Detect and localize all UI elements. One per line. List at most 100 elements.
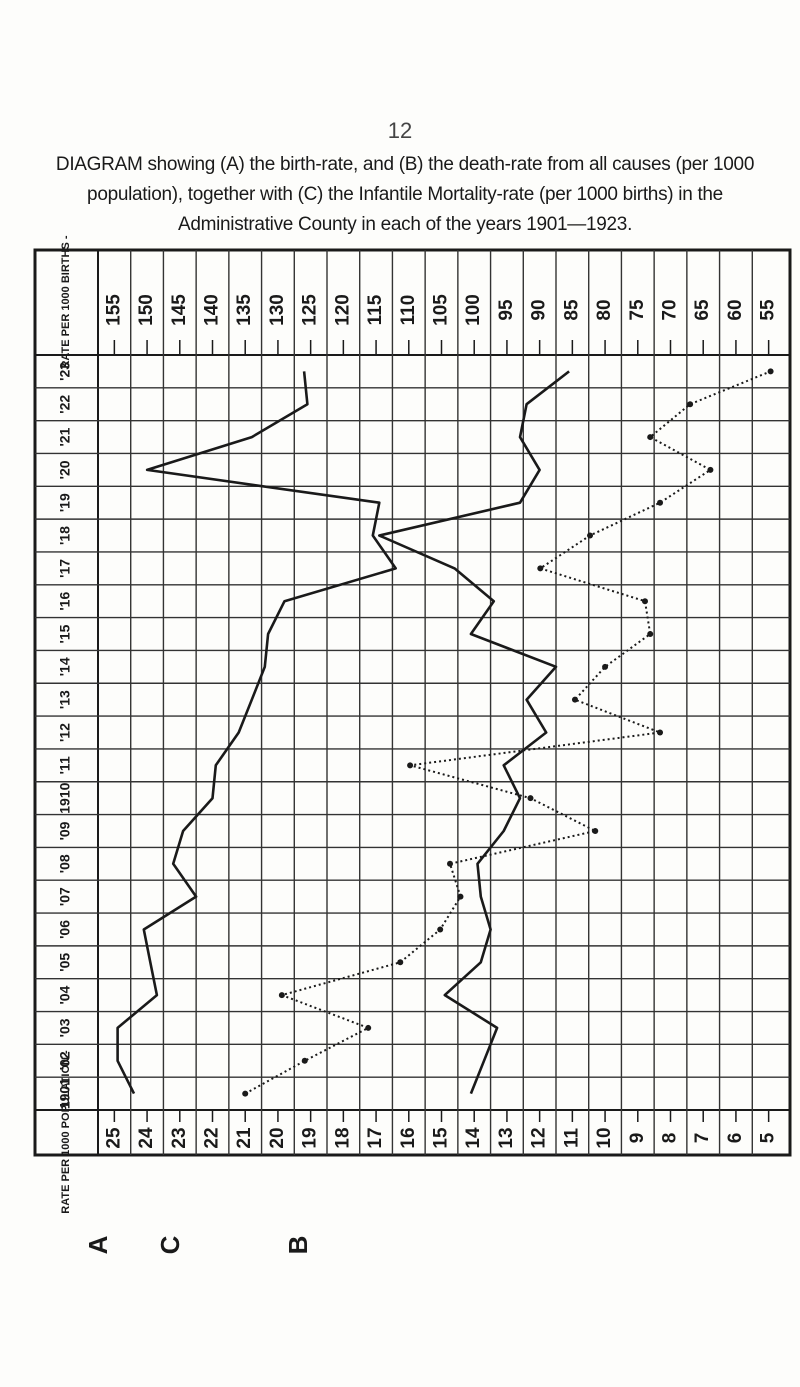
year-label: '23: [57, 362, 73, 381]
legend-entry: B: [283, 1236, 313, 1255]
year-label: 1901: [57, 1078, 73, 1109]
series-point: [537, 565, 544, 572]
legend-entry: A: [83, 1235, 113, 1254]
top-tick-label: 65: [692, 299, 713, 321]
bottom-tick-label: 5: [758, 1132, 779, 1143]
top-tick-label: 110: [398, 295, 419, 326]
bottom-tick-label: 24: [136, 1127, 157, 1149]
bottom-tick-label: 16: [398, 1127, 419, 1148]
top-tick-label: 140: [202, 294, 223, 326]
year-label: '20: [57, 460, 73, 479]
series-point: [242, 1090, 249, 1097]
bottom-tick-label: 25: [103, 1127, 124, 1149]
bottom-tick-label: 18: [332, 1127, 353, 1148]
series-line: [116, 371, 398, 1095]
series-point: [707, 466, 714, 473]
series-point: [447, 860, 454, 867]
legend-entry: C: [155, 1235, 185, 1254]
series-point: [437, 926, 444, 933]
year-label: '11: [57, 756, 73, 774]
top-tick-label: 145: [169, 294, 190, 326]
bottom-tick-label: 15: [431, 1127, 452, 1149]
chart-title: DIAGRAM showing (A) the birth-rate, and …: [55, 154, 755, 235]
series-line: [244, 370, 771, 1095]
series-point: [647, 434, 654, 441]
year-label: '09: [57, 821, 73, 840]
top-tick-label: 60: [725, 299, 746, 320]
bottom-tick-label: 23: [169, 1127, 190, 1148]
year-label: '04: [57, 985, 73, 1004]
bottom-tick-label: 22: [202, 1127, 223, 1148]
series-point: [592, 827, 599, 834]
year-label: '16: [57, 592, 73, 611]
series-point: [687, 401, 694, 408]
bottom-tick-label: 13: [496, 1127, 517, 1148]
series-point: [602, 663, 609, 670]
bottom-tick-label: 8: [660, 1133, 681, 1144]
bottom-tick-label: 11: [561, 1128, 582, 1149]
series-point: [647, 631, 654, 638]
year-label: '03: [57, 1018, 73, 1037]
bottom-tick-label: 7: [692, 1133, 713, 1144]
series-point: [397, 959, 404, 966]
top-tick-label: 130: [267, 294, 288, 326]
year-label: '12: [57, 723, 73, 742]
series-point: [278, 992, 285, 999]
top-tick-label: 95: [496, 299, 517, 321]
year-label: 1910: [57, 782, 73, 813]
top-tick-label: 120: [332, 294, 353, 326]
series-point: [571, 696, 578, 703]
top-tick-label: 85: [561, 299, 582, 321]
top-tick-label: 75: [627, 299, 648, 321]
year-label: '17: [57, 559, 73, 578]
bottom-tick-label: 19: [300, 1127, 321, 1148]
top-tick-label: 90: [529, 299, 550, 320]
top-tick-label: 150: [136, 294, 157, 326]
year-label: '18: [57, 526, 73, 545]
top-tick-label: 55: [758, 299, 779, 321]
top-tick-label: 155: [103, 294, 124, 326]
year-label: '19: [57, 493, 73, 512]
series-point: [767, 368, 774, 375]
top-axis-label: RATE PER 1000 BIRTHS -: [60, 235, 72, 368]
year-label: '07: [57, 887, 73, 906]
top-tick-label: 115: [365, 294, 386, 325]
bottom-axis-label: RATE PER 1000 POPULATION -: [60, 1050, 72, 1214]
year-label: '13: [57, 690, 73, 709]
series-point: [365, 1024, 372, 1031]
series-point: [407, 762, 414, 769]
year-label: '21: [57, 427, 73, 446]
year-label: '22: [57, 395, 73, 414]
year-label: '14: [57, 657, 73, 676]
chart-frame: [33, 248, 792, 1157]
year-label: '02: [57, 1051, 73, 1070]
bottom-tick-label: 14: [463, 1127, 484, 1149]
series-point: [641, 598, 648, 605]
series-point: [657, 729, 664, 736]
bottom-tick-label: 17: [365, 1127, 386, 1148]
bottom-tick-label: 10: [594, 1127, 615, 1148]
series-point: [587, 532, 594, 539]
bottom-tick-label: 20: [267, 1127, 288, 1148]
page-number: 12: [387, 118, 413, 143]
top-tick-label: 105: [431, 294, 452, 326]
top-tick-label: 70: [660, 299, 681, 320]
year-label: '15: [57, 624, 73, 643]
bottom-tick-label: 12: [529, 1127, 550, 1148]
year-label: '05: [57, 953, 73, 972]
top-tick-label: 135: [234, 294, 255, 326]
series-point: [301, 1057, 308, 1064]
series-line: [377, 370, 570, 1095]
bottom-tick-label: 6: [725, 1133, 746, 1144]
year-label: '08: [57, 854, 73, 873]
top-tick-label: 80: [594, 299, 615, 320]
top-tick-label: 100: [463, 294, 484, 326]
bottom-tick-label: 9: [627, 1133, 648, 1144]
year-label: '06: [57, 920, 73, 939]
series-point: [457, 893, 464, 900]
top-tick-label: 125: [300, 294, 321, 326]
series-point: [657, 499, 664, 506]
bottom-tick-label: 21: [234, 1127, 255, 1149]
